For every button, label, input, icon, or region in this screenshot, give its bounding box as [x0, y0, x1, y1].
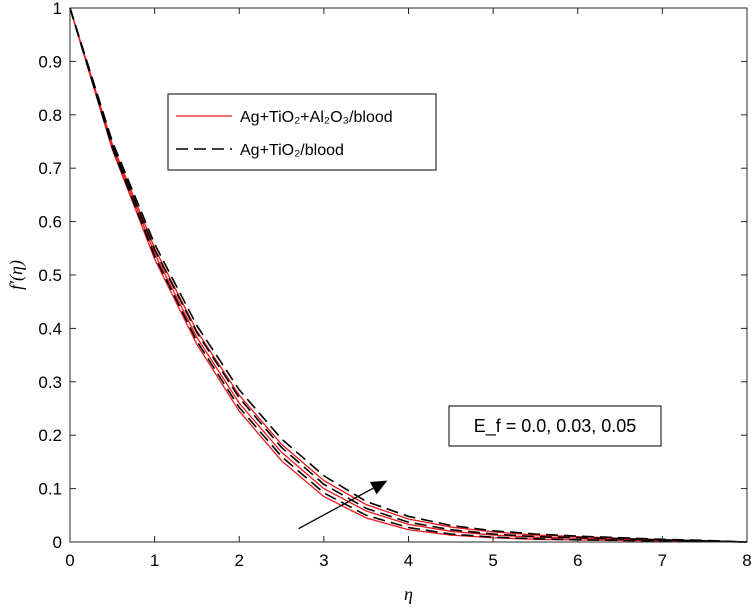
y-tick-label: 0.7	[38, 159, 62, 178]
hybrid-nanofluid-line-ef-0	[69, 7, 748, 543]
y-tick-label: 0	[53, 533, 62, 552]
y-tick-label: 0.8	[38, 106, 62, 125]
legend-box	[167, 93, 437, 171]
y-tick-label: 0.3	[38, 373, 62, 392]
legend: Ag+TiO₂+Al₂O₃/blood Ag+TiO₂/blood	[167, 93, 437, 171]
binary-nanofluid-line-ef-3	[69, 7, 748, 543]
y-tick-label: 1	[53, 0, 62, 18]
x-tick-label: 2	[235, 551, 244, 570]
y-tick-label: 0.9	[38, 52, 62, 71]
y-tick-label: 0.5	[38, 266, 62, 285]
hybrid-nanofluid-line-ef-1	[69, 7, 748, 543]
legend-label-binary: Ag+TiO₂/blood	[240, 142, 344, 159]
y-axis-label: f′(η)	[6, 260, 27, 290]
legend-label-hybrid: Ag+TiO₂+Al₂O₃/blood	[240, 109, 393, 126]
x-tick-label: 4	[404, 551, 413, 570]
binary-nanofluid-line-ef-5	[69, 7, 748, 543]
annotation-box	[448, 405, 662, 447]
plot-area-frame	[69, 7, 748, 543]
x-axis-label: η	[404, 584, 413, 604]
y-tick-label: 0.4	[38, 319, 62, 338]
hybrid-nanofluid-line-ef-2	[69, 7, 748, 543]
arrow-shaft	[298, 487, 374, 530]
arrow-head-icon	[369, 480, 388, 495]
y-tick-label: 0.1	[38, 480, 62, 499]
x-tick-label: 3	[319, 551, 328, 570]
x-tick-label: 5	[488, 551, 497, 570]
trend-arrow	[298, 480, 388, 530]
x-tick-label: 1	[150, 551, 159, 570]
parameter-annotation: E_f = 0.0, 0.03, 0.05	[448, 405, 662, 447]
y-tick-label: 0.2	[38, 426, 62, 445]
binary-nanofluid-line-ef-4	[69, 7, 748, 543]
x-tick-label: 6	[573, 551, 582, 570]
series-lines	[69, 7, 748, 543]
x-tick-label: 0	[65, 551, 74, 570]
y-tick-label: 0.6	[38, 213, 62, 232]
annotation-text: E_f = 0.0, 0.03, 0.05	[474, 416, 637, 437]
x-tick-label: 8	[742, 551, 751, 570]
axis-ticks: 0 1 2 3 4 5 6 7 8 0 0.1 0.2 0.3 0.4 0.5 0.6 0.7 0.8 0.9 1	[38, 0, 751, 570]
x-tick-label: 7	[658, 551, 667, 570]
